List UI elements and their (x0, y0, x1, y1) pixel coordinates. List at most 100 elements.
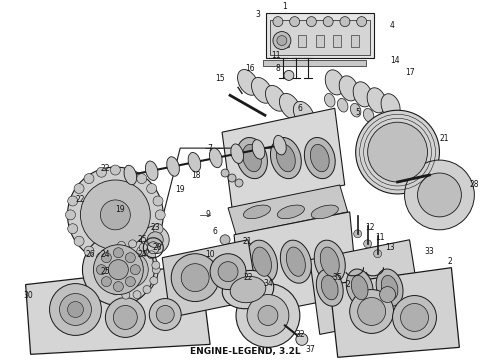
Circle shape (405, 160, 474, 230)
Ellipse shape (294, 102, 314, 127)
Text: 8: 8 (275, 64, 280, 73)
Text: 13: 13 (385, 243, 394, 252)
Text: 10: 10 (205, 250, 215, 259)
Ellipse shape (346, 269, 373, 306)
Ellipse shape (376, 269, 403, 306)
Circle shape (235, 179, 243, 187)
Circle shape (66, 210, 75, 220)
Circle shape (137, 174, 147, 184)
FancyBboxPatch shape (264, 60, 366, 67)
Ellipse shape (280, 240, 311, 283)
Circle shape (108, 260, 128, 280)
Circle shape (110, 165, 121, 175)
Text: 14: 14 (390, 56, 399, 65)
Circle shape (350, 289, 393, 333)
Ellipse shape (246, 240, 277, 283)
Circle shape (284, 71, 294, 80)
Ellipse shape (230, 276, 266, 303)
Circle shape (94, 245, 143, 294)
Text: 35: 35 (333, 273, 343, 282)
Circle shape (105, 298, 145, 337)
Circle shape (118, 241, 125, 249)
Ellipse shape (167, 157, 179, 176)
Circle shape (110, 255, 121, 265)
Circle shape (113, 306, 137, 329)
Text: 1: 1 (283, 2, 287, 11)
Ellipse shape (314, 240, 345, 283)
Circle shape (147, 251, 155, 259)
Circle shape (112, 252, 148, 288)
Ellipse shape (324, 94, 335, 107)
Ellipse shape (320, 247, 339, 276)
Circle shape (84, 246, 94, 256)
Circle shape (122, 291, 130, 299)
Circle shape (59, 293, 92, 325)
Ellipse shape (273, 135, 286, 155)
Text: 6: 6 (213, 227, 218, 236)
Polygon shape (330, 268, 460, 357)
Text: 2: 2 (345, 280, 350, 289)
Circle shape (218, 262, 238, 282)
Text: 19: 19 (116, 206, 125, 215)
Circle shape (392, 296, 437, 339)
Circle shape (102, 257, 110, 265)
Circle shape (137, 246, 147, 256)
Text: 26: 26 (86, 250, 95, 259)
Circle shape (68, 196, 78, 206)
Ellipse shape (364, 108, 374, 122)
Ellipse shape (279, 93, 300, 119)
Text: 15: 15 (215, 74, 225, 83)
Circle shape (84, 174, 94, 184)
Ellipse shape (243, 144, 261, 172)
Circle shape (80, 180, 150, 250)
FancyBboxPatch shape (266, 13, 374, 58)
Circle shape (153, 224, 163, 234)
FancyBboxPatch shape (351, 35, 359, 46)
Circle shape (141, 226, 169, 254)
Text: 32: 32 (295, 330, 305, 339)
Ellipse shape (251, 77, 272, 103)
Circle shape (82, 234, 154, 306)
Circle shape (125, 253, 135, 263)
Circle shape (400, 303, 428, 332)
Circle shape (357, 17, 367, 27)
Ellipse shape (266, 85, 286, 111)
Ellipse shape (237, 138, 268, 179)
Ellipse shape (350, 103, 361, 117)
Text: 25: 25 (138, 235, 147, 244)
Circle shape (101, 253, 111, 263)
Circle shape (340, 17, 350, 27)
Text: 19: 19 (175, 185, 185, 194)
Text: 22: 22 (76, 195, 85, 204)
Circle shape (100, 268, 108, 276)
Circle shape (74, 184, 84, 193)
Text: 22: 22 (100, 163, 110, 172)
Text: ENGINE-LEGEND, 3.2L: ENGINE-LEGEND, 3.2L (190, 347, 300, 356)
Text: 33: 33 (425, 247, 434, 256)
Circle shape (181, 264, 209, 292)
Text: 21: 21 (440, 134, 449, 143)
Ellipse shape (338, 99, 348, 112)
Circle shape (128, 240, 137, 248)
Text: 25: 25 (100, 267, 110, 276)
Circle shape (100, 200, 130, 230)
Text: 24: 24 (100, 250, 110, 259)
Circle shape (417, 173, 462, 217)
Ellipse shape (317, 269, 343, 306)
Circle shape (102, 242, 158, 298)
Circle shape (155, 210, 165, 220)
Circle shape (74, 236, 84, 246)
Circle shape (97, 265, 106, 275)
Ellipse shape (325, 70, 344, 95)
Text: 6: 6 (297, 104, 302, 113)
Circle shape (358, 298, 386, 325)
Polygon shape (25, 265, 210, 354)
FancyBboxPatch shape (298, 35, 306, 46)
Circle shape (147, 184, 157, 193)
Ellipse shape (146, 161, 158, 180)
Text: 21: 21 (242, 237, 252, 246)
Circle shape (97, 167, 106, 177)
Ellipse shape (311, 205, 339, 219)
Circle shape (97, 252, 106, 262)
Circle shape (143, 285, 151, 293)
